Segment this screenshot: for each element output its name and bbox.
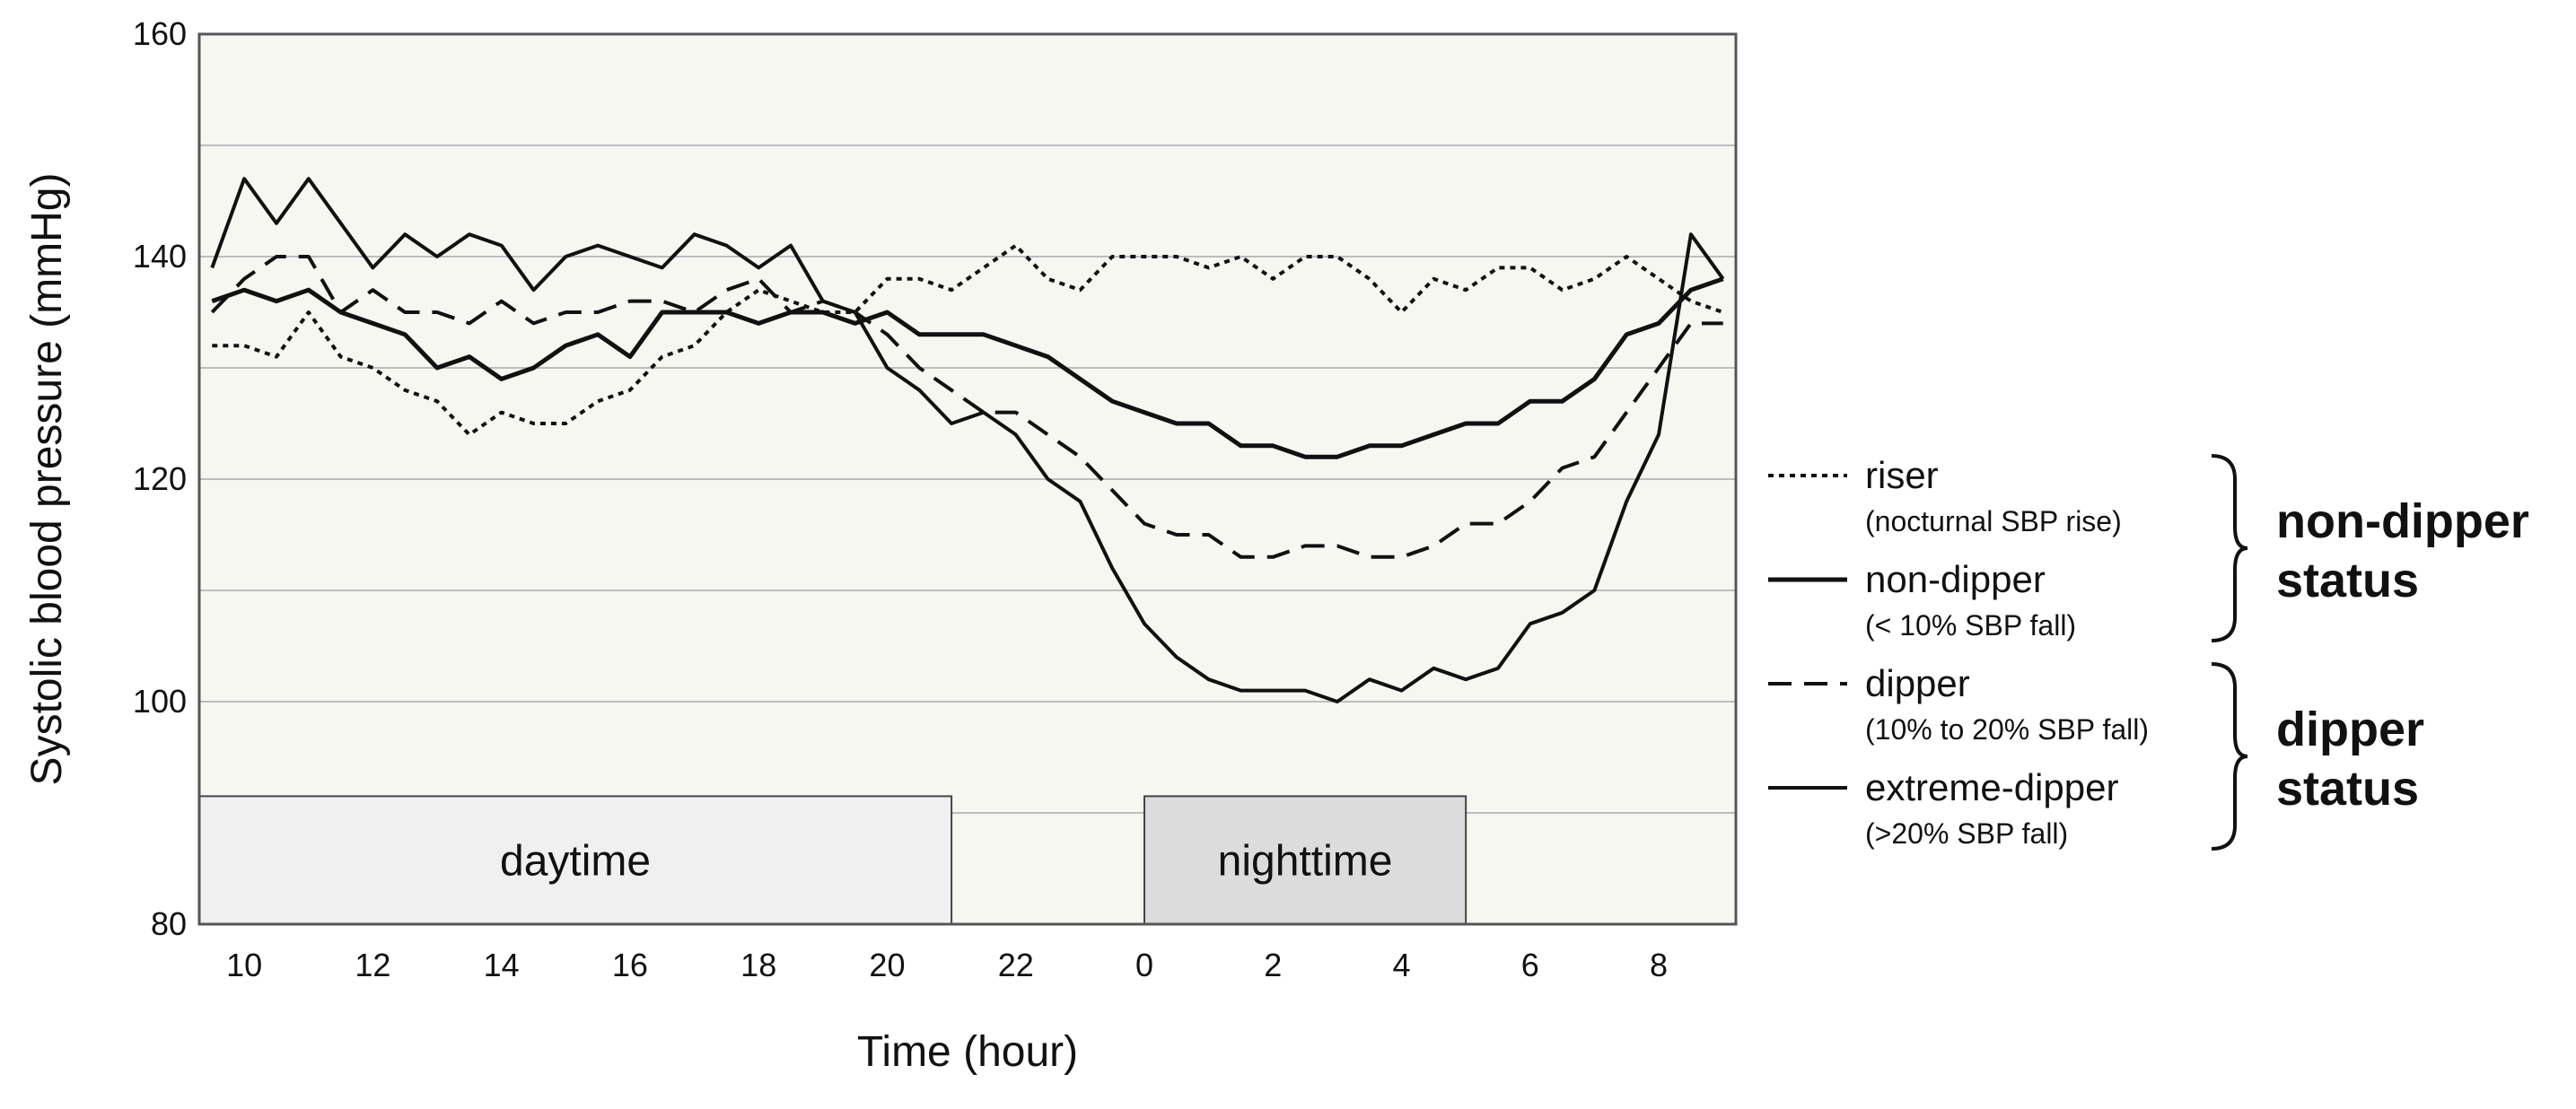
series-line-non-dipper bbox=[211, 276, 1724, 459]
y-tick-label: 100 bbox=[133, 683, 187, 720]
y-tick-label: 160 bbox=[133, 15, 187, 52]
y-tick-labels: 80 100 120 140 160 bbox=[133, 15, 187, 942]
group-brace bbox=[2211, 662, 2248, 851]
series-lines bbox=[210, 177, 1725, 703]
x-tick-label: 14 bbox=[484, 947, 520, 983]
plot-frame bbox=[197, 32, 1738, 926]
period-boxes: daytime nighttime bbox=[198, 795, 1468, 926]
x-tick-label: 16 bbox=[612, 947, 648, 983]
group-label-line1: non-dipper bbox=[2276, 494, 2529, 548]
x-tick-label: 2 bbox=[1264, 947, 1282, 983]
legend-label-non-dipper: non-dipper bbox=[1865, 558, 2046, 600]
status-groups: non-dipper status dipper status bbox=[2211, 454, 2529, 851]
x-tick-labels: 10 12 14 16 18 20 22 0 2 4 6 8 bbox=[226, 947, 1668, 983]
x-tick-label: 10 bbox=[226, 947, 262, 983]
x-tick-label: 20 bbox=[869, 947, 905, 983]
series-line-dipper bbox=[210, 255, 1723, 559]
series-line-extreme-dipper bbox=[210, 177, 1725, 703]
period-label-nighttime: nighttime bbox=[1218, 838, 1393, 886]
x-tick-label: 22 bbox=[998, 947, 1034, 983]
x-tick-label: 0 bbox=[1135, 947, 1153, 983]
x-tick-label: 8 bbox=[1650, 947, 1668, 983]
legend-label-dipper: dipper bbox=[1865, 662, 1970, 704]
legend-label-riser: riser bbox=[1865, 454, 1939, 496]
period-box-daytime bbox=[198, 795, 953, 926]
y-tick-label: 140 bbox=[133, 238, 187, 275]
legend-sublabel-extreme-dipper: (>20% SBP fall) bbox=[1865, 817, 2068, 850]
y-axis-title: Systolic blood pressure (mmHg) bbox=[23, 173, 71, 786]
legend-sublabel-riser: (nocturnal SBP rise) bbox=[1865, 505, 2122, 537]
x-tick-label: 4 bbox=[1392, 947, 1410, 983]
group-label-line1: dipper bbox=[2276, 703, 2424, 756]
x-tick-label: 12 bbox=[355, 947, 390, 983]
legend-label-extreme-dipper: extreme-dipper bbox=[1865, 766, 2118, 808]
group-label-line2: status bbox=[2276, 554, 2419, 607]
series-line-riser bbox=[212, 243, 1724, 437]
period-box-nighttime bbox=[1143, 795, 1468, 926]
legend: riser (nocturnal SBP rise) non-dipper (< 10… bbox=[1768, 454, 2149, 850]
x-axis-title: Time (hour) bbox=[857, 1028, 1078, 1076]
period-label-daytime: daytime bbox=[500, 838, 651, 886]
group-label-line2: status bbox=[2276, 762, 2419, 816]
y-tick-label: 80 bbox=[151, 905, 187, 942]
group-brace bbox=[2211, 454, 2248, 642]
x-tick-label: 6 bbox=[1521, 947, 1539, 983]
y-tick-label: 120 bbox=[133, 460, 187, 497]
legend-sublabel-dipper: (10% to 20% SBP fall) bbox=[1865, 713, 2149, 746]
legend-sublabel-non-dipper: (< 10% SBP fall) bbox=[1865, 609, 2076, 642]
x-tick-label: 18 bbox=[740, 947, 776, 983]
